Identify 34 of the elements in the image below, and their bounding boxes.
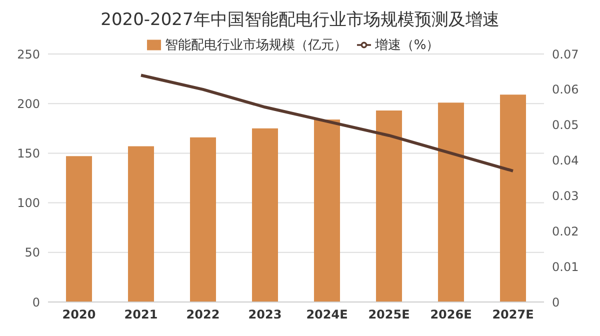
bar [500, 94, 526, 302]
y-tick-label: 100 [17, 196, 40, 210]
x-tick-label: 2020 [62, 308, 96, 322]
bar [314, 119, 340, 302]
y2-tick-label: 0.04 [552, 154, 579, 168]
bar [66, 156, 92, 302]
bar [190, 137, 216, 302]
y-tick-label: 200 [17, 96, 40, 111]
y2-tick-label: 0.01 [552, 260, 579, 274]
y2-tick-label: 0.03 [552, 188, 579, 203]
y2-tick-label: 0 [552, 295, 560, 310]
legend-label: 智能配电行业市场规模（亿元） [164, 38, 347, 53]
y-tick-label: 0 [32, 295, 40, 310]
y-tick-label: 250 [17, 47, 40, 62]
y2-tick-label: 0.07 [552, 47, 579, 62]
chart-title: 2020-2027年中国智能配电行业市场规模预测及增速 [100, 9, 500, 32]
bar [438, 102, 464, 302]
bar [376, 110, 402, 302]
x-tick-label: 2021 [124, 308, 158, 322]
y2-tick-label: 0.06 [552, 82, 579, 97]
y-tick-label: 50 [24, 246, 40, 260]
line-series [140, 74, 514, 172]
x-tick-label: 2025E [368, 308, 410, 322]
x-tick-label: 2022 [186, 308, 220, 322]
bar [252, 128, 278, 302]
x-tick-label: 2023 [248, 308, 282, 322]
bar [128, 146, 154, 302]
x-tick-label: 2026E [430, 308, 472, 322]
legend-label: 增速（%） [374, 38, 440, 53]
y2-tick-label: 0.02 [552, 224, 579, 238]
x-tick-label: 2027E [492, 308, 534, 322]
y-tick-label: 150 [17, 146, 40, 160]
y2-tick-label: 0.05 [552, 118, 579, 132]
x-tick-label: 2024E [306, 308, 348, 322]
